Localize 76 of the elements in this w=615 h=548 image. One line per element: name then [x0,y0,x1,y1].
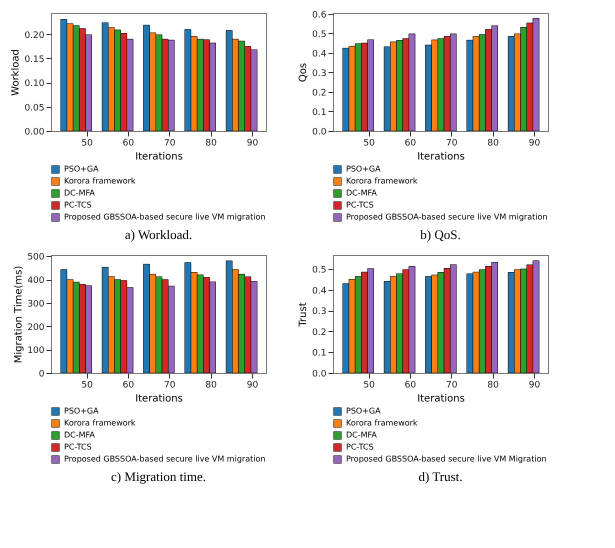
x-tick-label: 70 [446,138,458,148]
y-tick-label: 0.00 [24,128,45,138]
legend-label: PSO+GA [346,406,382,416]
x-tick-label: 70 [164,138,176,148]
x-tick-label: 50 [363,138,376,148]
y-axis-title: Migration Time(ms) [13,266,24,364]
x-tick-label: 80 [487,380,500,390]
x-tick-label: 60 [404,138,416,148]
y-tick-label: 0.3 [312,307,326,318]
y-tick-label: 0.2 [312,88,326,98]
x-tick-label: 60 [404,380,416,390]
y-tick-label: 0.10 [24,79,45,90]
y-axis-title: Qos [298,62,310,82]
y-tick-label: 0.1 [312,108,326,118]
legend-label: Korora framework [64,418,136,428]
x-tick-label: 50 [81,380,94,390]
x-tick-label: 90 [246,138,258,148]
y-tick-label: 0.0 [312,370,327,380]
y-tick-label: 0.5 [312,265,326,276]
x-tick-label: 50 [81,138,94,148]
legend-label: PSO+GA [64,406,100,416]
y-tick-label: 200 [27,322,45,333]
y-tick-label: 0.15 [24,54,44,65]
legend-label: Korora framework [346,176,418,186]
legend-label: PSO+GA [64,164,100,174]
text: c) Migration time. [111,469,206,484]
legend-label: Korora framework [346,418,418,428]
legend-label: Proposed GBSSOA-based secure live VM Migration [346,454,547,464]
y-tick-label: 0.6 [312,10,327,20]
y-tick-label: 0.0 [312,128,327,138]
x-tick-label: 80 [487,138,500,148]
text: b) QoS. [420,227,461,242]
x-tick-label: 50 [363,380,376,390]
legend-label: DC-MFA [64,188,96,198]
x-axis-title: Iterations [417,394,465,404]
legend-label: DC-MFA [346,430,378,440]
text: a) Workload. [124,227,192,242]
legend-label: DC-MFA [64,430,96,440]
legend-label: Proposed GBSSOA-based secure live VM migration [64,212,266,222]
y-tick-label: 0.4 [312,286,327,296]
y-tick-label: 0.3 [312,68,326,79]
y-tick-label: 0.20 [24,30,45,41]
legend-label: Proposed GBSSOA-based secure live VM migration [64,454,266,464]
y-tick-label: 100 [27,346,45,356]
y-tick-label: 0 [38,370,45,380]
legend-label: PC-TCS [346,442,374,452]
legend-label: PC-TCS [64,442,92,452]
x-tick-label: 90 [528,138,540,148]
y-tick-label: 0.5 [312,30,326,40]
legend-label: Korora framework [64,176,136,186]
x-tick-label: 70 [446,380,458,390]
legend-label: Proposed GBSSOA-based secure live VM migration [346,212,548,222]
x-tick-label: 70 [164,380,176,390]
x-axis-title: Iterations [135,152,183,162]
y-tick-label: 0.2 [312,328,326,338]
y-tick-label: 500 [27,252,45,263]
legend-label: PC-TCS [346,200,374,210]
x-tick-label: 60 [122,380,134,390]
legend-label: PSO+GA [346,164,382,174]
x-tick-label: 90 [528,380,540,390]
x-tick-label: 60 [122,138,134,148]
y-tick-label: 400 [27,276,45,286]
x-axis-title: Iterations [417,152,465,162]
y-tick-label: 300 [27,299,45,310]
y-tick-label: 0.1 [312,348,326,359]
y-axis-title: Workload [10,49,22,96]
text: d) Trust. [418,469,463,484]
x-tick-label: 90 [246,380,258,390]
y-tick-label: 0.4 [312,49,327,60]
x-tick-label: 80 [205,380,218,390]
y-tick-label: 0.05 [24,103,44,114]
x-tick-label: 80 [205,138,218,148]
x-axis-title: Iterations [135,394,183,404]
legend-label: PC-TCS [64,200,92,210]
y-axis-title: Trust [298,302,310,328]
legend-label: DC-MFA [346,188,378,198]
